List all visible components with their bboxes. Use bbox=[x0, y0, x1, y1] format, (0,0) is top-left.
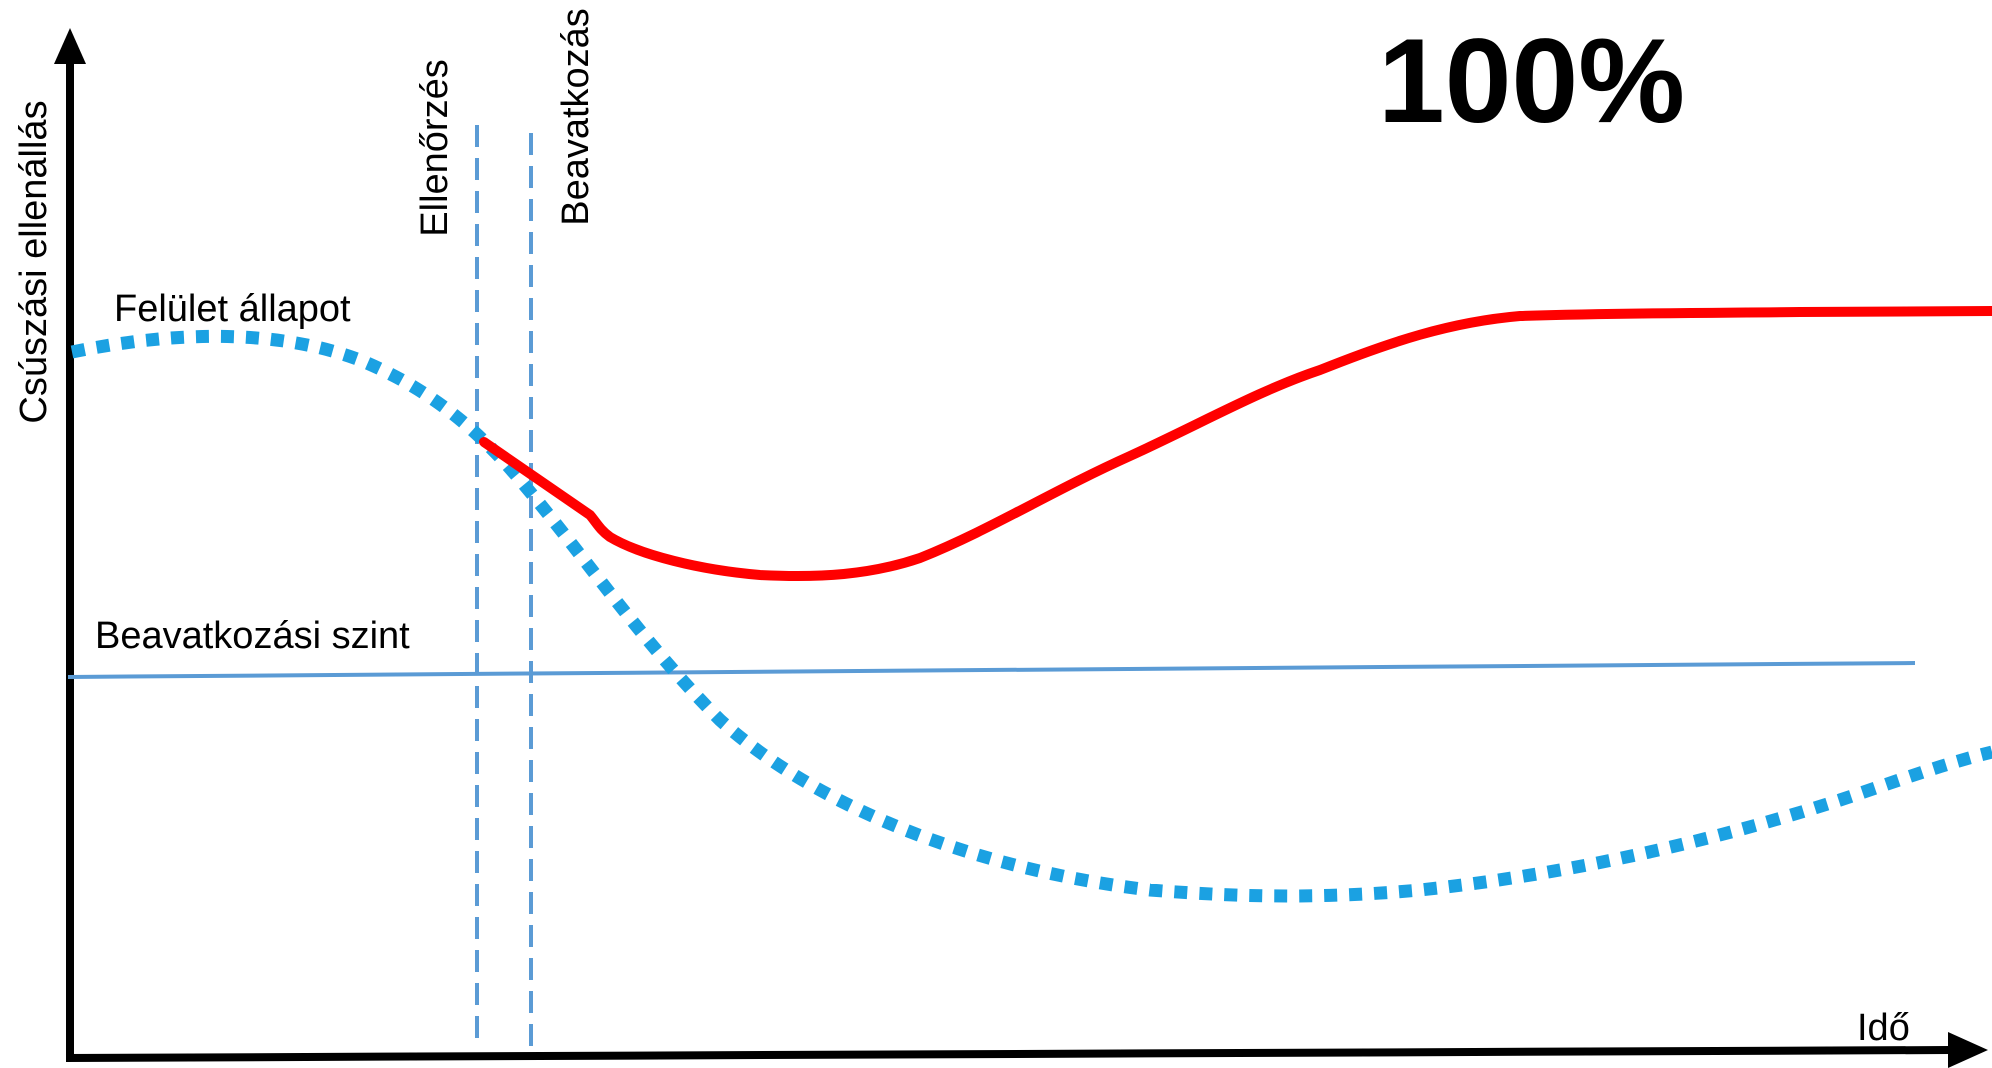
x-axis-label: Idő bbox=[1857, 1007, 1910, 1049]
y-axis-label: Csúszási ellenállás bbox=[13, 100, 55, 423]
surface-condition-curve bbox=[70, 329, 1992, 903]
x-axis-arrowhead bbox=[1948, 1032, 1988, 1068]
restored-condition-curve bbox=[479, 306, 1992, 582]
x-axis bbox=[65, 1046, 1951, 1062]
headline-percentage: 100% bbox=[1378, 14, 1685, 148]
intervention-level-label: Beavatkozási szint bbox=[95, 615, 410, 657]
surface-condition-label: Felület állapot bbox=[114, 288, 351, 330]
intervention-level-line bbox=[67, 661, 1916, 679]
axes bbox=[54, 28, 1988, 1068]
intervention-label: Beavatkozás bbox=[555, 8, 597, 226]
y-axis-arrowhead bbox=[54, 28, 86, 64]
inspection-label: Ellenőrzés bbox=[414, 59, 456, 236]
